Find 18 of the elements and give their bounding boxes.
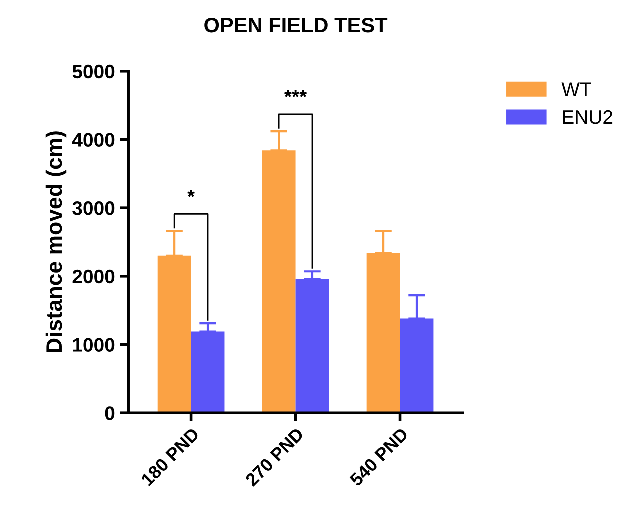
bar: [158, 256, 192, 414]
bar: [296, 279, 330, 414]
y-tick-label: 5000: [72, 64, 115, 79]
y-tick-label: 2000: [72, 270, 115, 284]
y-axis-title: Distance moved (cm): [46, 132, 67, 353]
bar: [366, 253, 400, 414]
chart-title: OPEN FIELD TEST: [204, 18, 388, 33]
bar: [262, 150, 296, 414]
legend-label: ENU2: [563, 110, 613, 124]
y-tick-label: 0: [105, 406, 115, 420]
legend-label: WT: [562, 82, 592, 96]
y-tick-label: 3000: [72, 202, 115, 216]
annotation: ***: [284, 90, 308, 98]
y-tick-label: 1000: [73, 338, 115, 352]
y-tick-label: 4000: [72, 133, 115, 147]
bar: [191, 332, 225, 414]
annotation: *: [188, 190, 196, 198]
bar: [400, 318, 434, 414]
